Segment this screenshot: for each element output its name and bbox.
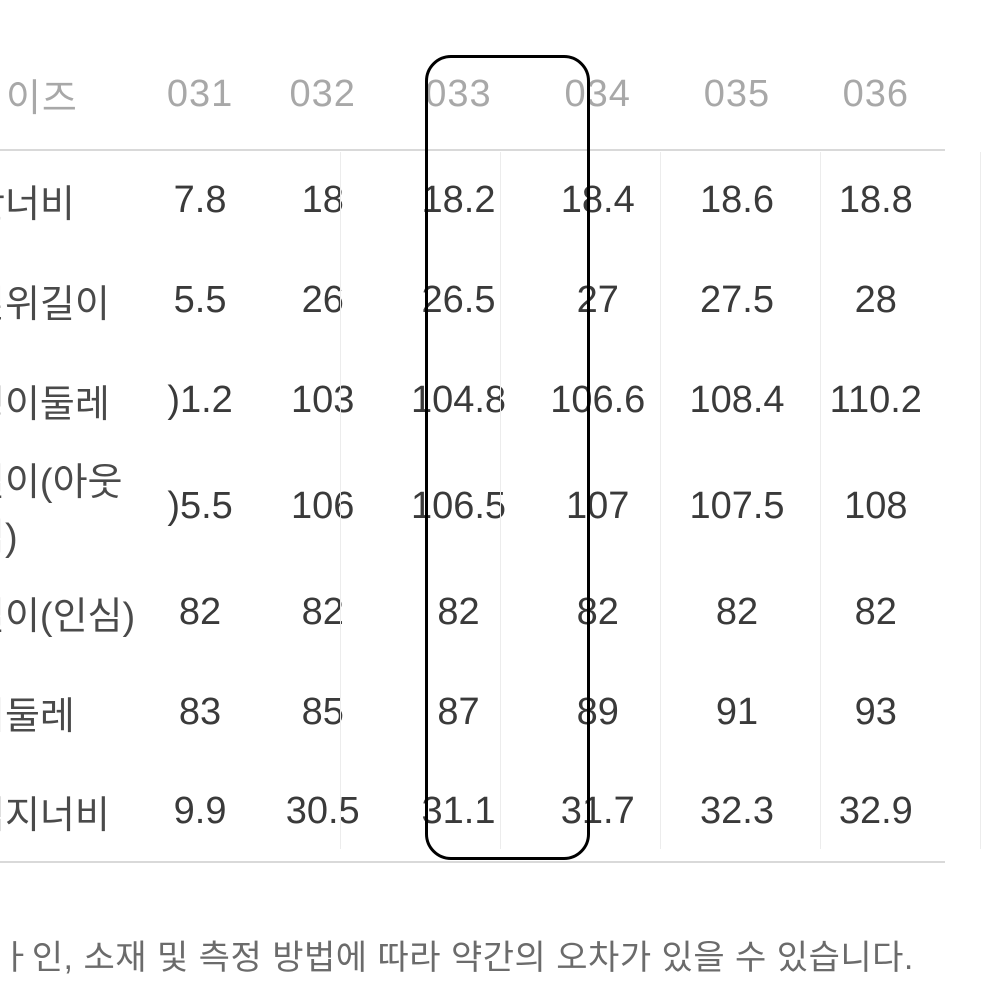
- row-label: 리둘레: [0, 662, 144, 762]
- cell: 32.9: [807, 762, 945, 862]
- table-row: 리둘레838587899193: [0, 662, 945, 762]
- cell: 28: [807, 250, 945, 350]
- column-separator: [820, 152, 821, 849]
- row-label: 밑위길이: [0, 250, 144, 350]
- table-row: 단너비7.81818.218.418.618.8: [0, 150, 945, 250]
- column-separator: [660, 152, 661, 849]
- row-label: 벅지너비: [0, 762, 144, 862]
- header-col-031: 031: [144, 40, 257, 150]
- cell: 82: [389, 562, 528, 662]
- table-header-row: ㅏ이즈031032033034035036: [0, 40, 945, 150]
- column-separator: [340, 152, 341, 849]
- cell: 26: [257, 250, 389, 350]
- cell: 106.5: [389, 450, 528, 562]
- row-label: 단너비: [0, 150, 144, 250]
- cell: 104.8: [389, 350, 528, 450]
- cell: 82: [667, 562, 806, 662]
- cell: 82: [257, 562, 389, 662]
- row-label: 덩이둘레: [0, 350, 144, 450]
- size-chart-wrap: ㅏ이즈031032033034035036 단너비7.81818.218.418…: [0, 0, 1005, 1005]
- cell: 18: [257, 150, 389, 250]
- cell: 27.5: [667, 250, 806, 350]
- cell: 85: [257, 662, 389, 762]
- row-label: 길이(인심): [0, 562, 144, 662]
- cell: 108.4: [667, 350, 806, 450]
- table-row: 덩이둘레)1.2103104.8106.6108.4110.2: [0, 350, 945, 450]
- header-col-033: 033: [389, 40, 528, 150]
- cell: 18.8: [807, 150, 945, 250]
- header-rowlabel: ㅏ이즈: [0, 40, 144, 150]
- cell: 32.3: [667, 762, 806, 862]
- cell: 7.8: [144, 150, 257, 250]
- cell: 107.5: [667, 450, 806, 562]
- table-row: 벅지너비9.930.531.131.732.332.9: [0, 762, 945, 862]
- header-col-036: 036: [807, 40, 945, 150]
- size-table: ㅏ이즈031032033034035036 단너비7.81818.218.418…: [0, 40, 945, 863]
- cell: 91: [667, 662, 806, 762]
- header-col-034: 034: [528, 40, 667, 150]
- cell: 108: [807, 450, 945, 562]
- cell: 30.5: [257, 762, 389, 862]
- cell: 106: [257, 450, 389, 562]
- cell: 82: [144, 562, 257, 662]
- cell: 26.5: [389, 250, 528, 350]
- cell: 9.9: [144, 762, 257, 862]
- column-separator: [500, 152, 501, 849]
- cell: 93: [807, 662, 945, 762]
- table-row: 밑위길이5.52626.52727.528: [0, 250, 945, 350]
- cell: 89: [528, 662, 667, 762]
- row-label: 길이(아웃심): [0, 450, 144, 562]
- cell: 5.5: [144, 250, 257, 350]
- cell: 106.6: [528, 350, 667, 450]
- cell: 31.7: [528, 762, 667, 862]
- cell: 18.6: [667, 150, 806, 250]
- cell: 18.2: [389, 150, 528, 250]
- cell: 87: [389, 662, 528, 762]
- cell: 18.4: [528, 150, 667, 250]
- cell: 82: [528, 562, 667, 662]
- header-col-032: 032: [257, 40, 389, 150]
- cell: 107: [528, 450, 667, 562]
- cell: 31.1: [389, 762, 528, 862]
- header-col-035: 035: [667, 40, 806, 150]
- cell: )5.5: [144, 450, 257, 562]
- table-row: 길이(아웃심))5.5106106.5107107.5108: [0, 450, 945, 562]
- measurement-footnote: ㅏ인, 소재 및 측정 방법에 따라 약간의 오차가 있을 수 있습니다.: [0, 930, 914, 979]
- cell: 27: [528, 250, 667, 350]
- cell: 103: [257, 350, 389, 450]
- table-row: 길이(인심)828282828282: [0, 562, 945, 662]
- cell: 83: [144, 662, 257, 762]
- cell: 110.2: [807, 350, 945, 450]
- cell: 82: [807, 562, 945, 662]
- cell: )1.2: [144, 350, 257, 450]
- column-separator: [980, 152, 981, 849]
